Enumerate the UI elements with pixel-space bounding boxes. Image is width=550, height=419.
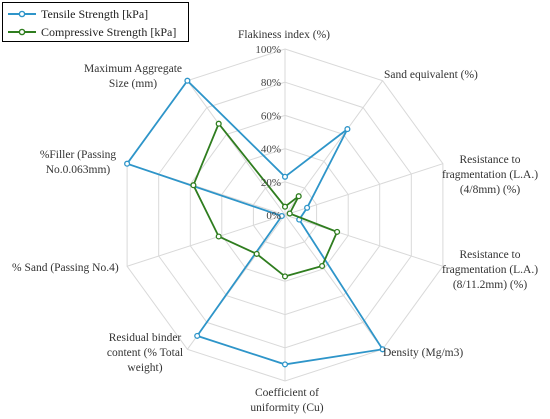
- series-0-point-2: [304, 204, 311, 211]
- series-1-point-1: [295, 193, 302, 200]
- radial-tick-labels: 0% 20% 40% 60% 80% 100%: [255, 44, 281, 222]
- axis-label-2: Resistance to fragmentation (L.A.) (4/8mm)…: [442, 154, 538, 196]
- series-0-point-7: [278, 212, 285, 220]
- radar-series: [124, 77, 386, 368]
- axis-label-3: Resistance to fragmentation (L.A.) (8/11.2…: [442, 249, 538, 291]
- axis-label-0: Flakiness index (%): [238, 29, 330, 41]
- series-0-point-4: [379, 346, 386, 353]
- series-0-point-5: [281, 361, 289, 368]
- series-0-point-8: [124, 160, 131, 167]
- spoke-4: [284, 214, 384, 350]
- axis-label-8: %Filler (Passing No.0.063mm): [40, 149, 117, 176]
- series-1-point-4: [319, 262, 326, 270]
- axis-label-4: Density (Mg/m3): [383, 347, 463, 359]
- series-1-point-3: [334, 228, 341, 235]
- series-1-point-2: [286, 210, 293, 217]
- tick-label-20: 20%: [261, 177, 281, 189]
- spoke-9: [186, 80, 286, 216]
- spoke-1: [284, 80, 384, 216]
- axis-label-9: Maximum Aggregate Size (mm): [84, 63, 182, 90]
- series-line-0: [125, 79, 385, 366]
- legend-swatch-compressive: [8, 28, 36, 36]
- axis-label-7: % Sand (Passing No.4): [12, 262, 119, 274]
- spoke-3: [284, 214, 444, 267]
- series-1-point-9: [215, 120, 222, 127]
- series-0-point-0: [281, 173, 289, 180]
- tick-label-0: 0%: [266, 210, 281, 222]
- axis-label-1: Sand equivalent (%): [384, 69, 478, 81]
- spoke-7: [126, 214, 286, 267]
- tick-label-100: 100%: [255, 44, 281, 56]
- series-1-point-0: [281, 203, 289, 210]
- series-1-point-6: [253, 250, 260, 257]
- legend-item-compressive: Compressive Strength [kPa]: [7, 24, 176, 40]
- axis-labels: Flakiness index (%) Sand equivalent (%) Re…: [12, 29, 538, 414]
- series-0-point-6: [194, 332, 201, 339]
- axis-label-5: Coefficient of uniformity (Cu): [250, 387, 323, 414]
- legend-label-tensile: Tensile Strength [kPa]: [41, 6, 149, 21]
- series-0-point-9: [184, 77, 191, 84]
- tick-label-80: 80%: [261, 77, 281, 89]
- legend-swatch-tensile: [8, 10, 36, 18]
- series-1-point-7: [215, 233, 222, 240]
- tick-label-60: 60%: [261, 110, 281, 122]
- axis-label-6: Residual binder content (% Total weight): [107, 332, 183, 374]
- series-1: [190, 120, 341, 280]
- legend-item-tensile: Tensile Strength [kPa]: [7, 6, 148, 22]
- legend-label-compressive: Compressive Strength [kPa]: [41, 24, 177, 39]
- legend: Tensile Strength [kPa] Compressive Stren…: [2, 2, 189, 42]
- series-0-point-1: [344, 126, 351, 133]
- spoke-2: [284, 163, 444, 216]
- series-1-point-8: [190, 182, 197, 189]
- series-1-point-5: [281, 273, 289, 280]
- tick-label-40: 40%: [261, 144, 281, 156]
- series-0: [124, 77, 386, 368]
